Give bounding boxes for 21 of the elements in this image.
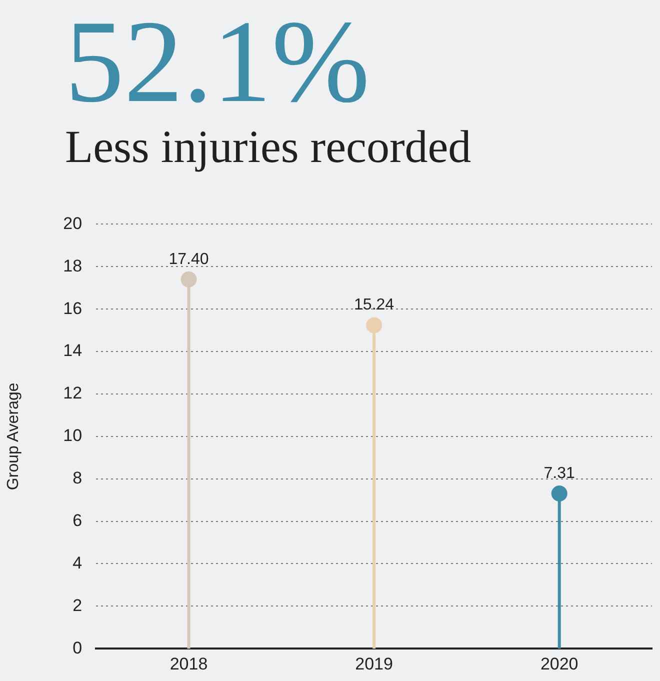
x-tick-label: 2019 xyxy=(355,654,393,674)
data-label: 7.31 xyxy=(544,464,576,482)
y-tick-label: 20 xyxy=(63,214,82,233)
y-tick-label: 2 xyxy=(72,596,82,615)
y-tick-label: 0 xyxy=(72,638,82,658)
y-tick-label: 14 xyxy=(63,341,82,360)
point xyxy=(366,317,382,334)
data-label: 15.24 xyxy=(354,296,394,314)
y-tick-label: 8 xyxy=(72,468,82,488)
x-tick-label: 2018 xyxy=(170,654,208,674)
y-tick-label: 18 xyxy=(63,256,82,276)
y-tick-label: 4 xyxy=(72,553,82,572)
point xyxy=(180,271,197,288)
y-tick-label: 12 xyxy=(63,384,82,403)
data-label: 17.40 xyxy=(168,250,209,268)
point xyxy=(551,485,568,502)
x-tick-label: 2020 xyxy=(540,654,578,674)
y-axis-title: Group Average xyxy=(5,382,22,490)
y-tick-label: 16 xyxy=(63,298,82,318)
y-tick-label: 10 xyxy=(63,426,82,446)
y-tick-label: 6 xyxy=(72,510,82,530)
